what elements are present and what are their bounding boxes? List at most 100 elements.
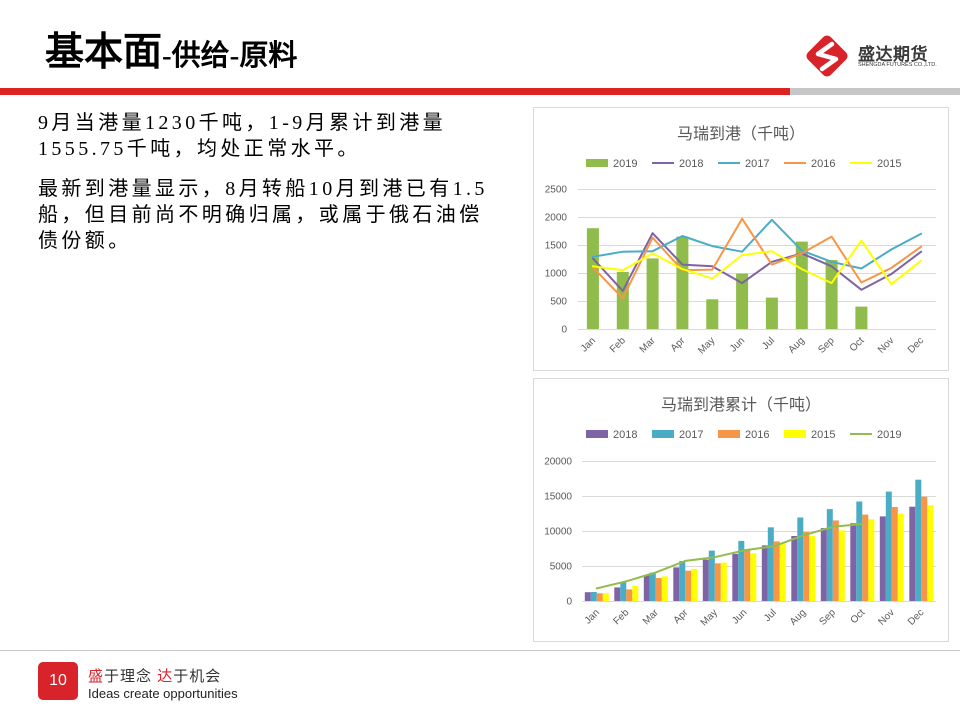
series-line-2015 [591, 239, 923, 286]
bar-2017-Dec [915, 479, 922, 601]
bar-2017-Oct [856, 501, 863, 601]
bar-2017-Apr [679, 561, 686, 601]
y-tick-label: 20000 [544, 457, 572, 468]
legend-label-2016: 2016 [745, 429, 769, 441]
bar-2016-Oct [862, 514, 869, 601]
slogan-part: 达 [157, 668, 174, 685]
bar-2016-Dec [921, 496, 928, 601]
bar-2015-Jun [750, 553, 757, 601]
bar-2019-Oct [855, 306, 868, 329]
logo-company-name: 盛达期货 [858, 45, 928, 64]
bar-2017-Jul [767, 527, 774, 601]
y-tick-label: 2500 [545, 185, 568, 196]
x-tick-label: Sep [816, 335, 837, 356]
paragraph: 最新到港量显示，8月转船10月到港已有1.5 船，但目前尚不明确归属，或属于俄石… [38, 176, 508, 254]
y-tick-label: 0 [566, 597, 572, 608]
x-tick-label: Mar [638, 335, 658, 355]
x-tick-label: Nov [876, 335, 896, 355]
bar-2017-May [708, 550, 715, 601]
bar-2017-Jan [590, 592, 597, 601]
legend-marker-2016 [718, 430, 740, 438]
bar-2016-Feb [626, 589, 633, 601]
slide-title-sub: -供给-原料 [162, 40, 298, 72]
x-tick-label: Dec [906, 335, 926, 355]
x-tick-label: Jul [762, 607, 779, 624]
bar-2019-Feb [616, 271, 629, 329]
logo-company-english: SHENGDA FUTURES CO.,LTD. [858, 62, 937, 68]
legend-label-2018: 2018 [679, 158, 703, 170]
bar-2015-Nov [897, 513, 904, 601]
footer-slogan: 盛于理念 达于机会 [88, 665, 221, 686]
bar-2017-Jun [738, 540, 745, 601]
text-line: 9月当港量1230千吨，1-9月累计到港量 [38, 112, 447, 134]
y-tick-label: 0 [561, 325, 567, 336]
bar-2015-Jul [779, 543, 786, 601]
x-tick-label: Nov [877, 607, 897, 627]
y-tick-label: 5000 [550, 562, 573, 573]
legend-marker-2015 [784, 430, 806, 438]
header-rule-gray [790, 88, 960, 95]
slogan-part: 盛 [88, 668, 105, 685]
bar-2018-Nov [879, 516, 886, 601]
x-tick-label: Jun [728, 335, 747, 354]
logo-s-stroke [815, 41, 839, 72]
y-tick-label: 15000 [544, 492, 572, 503]
series-line-2018 [591, 232, 923, 292]
chart-title: 马瑞到港（千吨） [676, 126, 805, 143]
x-tick-label: Aug [788, 607, 808, 627]
x-tick-label: Jan [583, 607, 602, 626]
chart-monthly-arrivals-plot: 0 500 1000 1500 2000 2500 Jan Feb Mar Apr May Jun Ju… [545, 158, 936, 356]
bar-2018-Apr [673, 567, 680, 601]
bar-2016-Jul [773, 541, 780, 601]
series-line-2017 [591, 218, 923, 270]
x-tick-label: Apr [672, 607, 691, 626]
chart-cumulative-arrivals-plot: 0 5000 10000 15000 20000 Jan Feb Mar Apr May Jun Ju… [544, 429, 936, 628]
legend-label-2017: 2017 [745, 158, 769, 170]
bar-2018-Feb [614, 587, 621, 601]
series-line-2019 [595, 523, 864, 590]
slogan-part: 于机会 [173, 668, 222, 685]
bar-2015-Sep [838, 530, 845, 601]
bar-2019-Jul [765, 297, 778, 329]
bar-2016-Jan [596, 593, 603, 601]
footer-slogan-english: Ideas create opportunities [88, 686, 238, 701]
bar-2015-Dec [927, 505, 934, 601]
bar-2017-Aug [797, 517, 804, 601]
bar-2018-Aug [791, 536, 798, 601]
legend-label-2019: 2019 [877, 429, 901, 441]
y-tick-label: 1500 [545, 241, 568, 252]
slide-title-main: 基本面 [45, 31, 163, 74]
bar-2016-Jun [744, 549, 751, 601]
bar-2015-Feb [632, 585, 639, 601]
bar-2018-Mar [643, 575, 650, 601]
bar-2017-Sep [826, 509, 833, 601]
x-tick-label: Jan [579, 335, 598, 354]
footer-divider [0, 650, 960, 651]
bar-2018-Jan [584, 592, 591, 601]
chart-cumulative-arrivals: 0 5000 10000 15000 20000 Jan Feb Mar Apr May Jun Ju… [533, 378, 949, 642]
bar-2016-Mar [655, 578, 662, 601]
bar-2016-Sep [832, 520, 839, 601]
body-text: 9月当港量1230千吨，1-9月累计到港量 1555.75千吨，均处正常水平。 … [38, 110, 508, 268]
x-tick-label: Feb [611, 607, 631, 627]
bar-2018-May [702, 559, 709, 601]
legend-marker-2019 [586, 159, 608, 167]
bar-2019-Jan [586, 228, 599, 329]
chart-monthly-arrivals: 0 500 1000 1500 2000 2500 Jan Feb Mar Apr May Jun Ju… [533, 107, 949, 371]
legend-label-2019: 2019 [613, 158, 637, 170]
slogan-part: 于理念 [104, 668, 158, 685]
x-tick-label: Oct [848, 335, 867, 354]
x-tick-label: Feb [608, 335, 628, 355]
legend-marker-2018 [586, 430, 608, 438]
bar-2016-May [714, 563, 721, 601]
legend-marker-2017 [652, 430, 674, 438]
bar-2019-Apr [676, 236, 689, 329]
bar-2015-Aug [809, 536, 816, 601]
company-logo-icon [806, 35, 848, 77]
legend-label-2015: 2015 [811, 429, 835, 441]
bar-2018-Jun [732, 553, 739, 601]
series-line-2016 [591, 217, 923, 300]
bar-2015-Jan [602, 593, 609, 601]
chart-title: 马瑞到港累计（千吨） [660, 397, 821, 414]
bar-2019-Jun [736, 273, 749, 329]
